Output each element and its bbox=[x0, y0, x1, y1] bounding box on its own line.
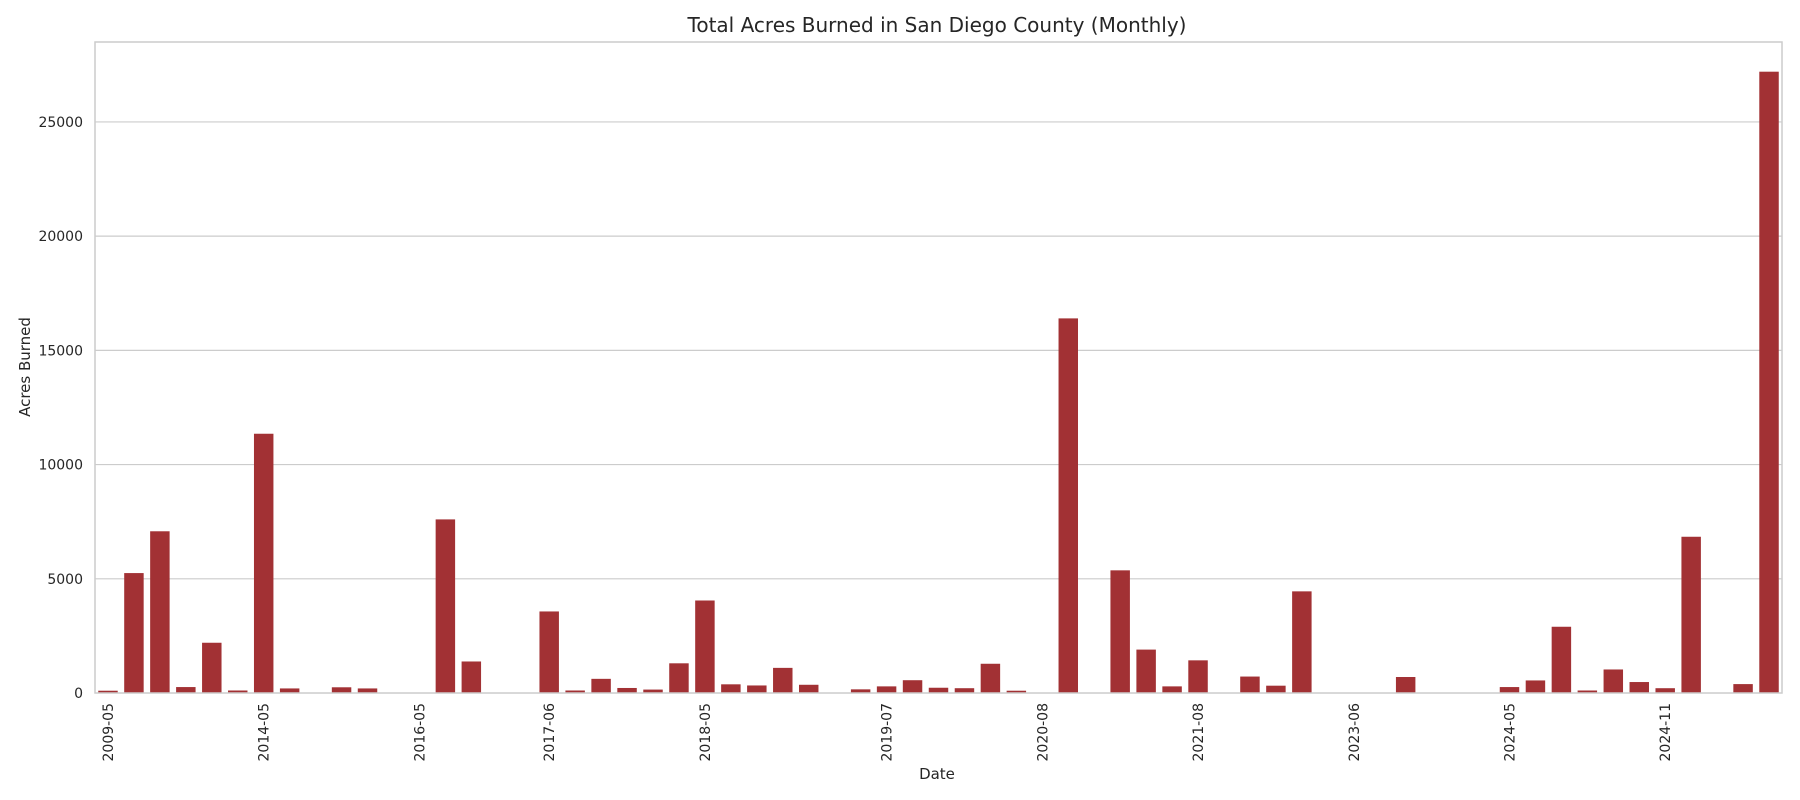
bar bbox=[876, 686, 897, 693]
y-tick-label: 20000 bbox=[38, 229, 83, 245]
bar bbox=[1499, 687, 1520, 693]
x-tick-label: 2023-06 bbox=[1347, 703, 1363, 762]
y-tick-labels: 0 5000 10000 15000 20000 25000 bbox=[38, 115, 83, 702]
x-tick-label: 2009-05 bbox=[101, 703, 117, 762]
bar bbox=[1240, 676, 1260, 693]
bar bbox=[980, 663, 1001, 693]
bar bbox=[1266, 685, 1286, 693]
x-tick-label: 2018-05 bbox=[698, 703, 714, 762]
x-tick-label: 2024-11 bbox=[1658, 703, 1674, 762]
y-tick-label: 0 bbox=[74, 686, 83, 702]
bar bbox=[1136, 649, 1156, 693]
bar bbox=[591, 678, 611, 693]
bar bbox=[1292, 591, 1312, 693]
bar bbox=[1551, 626, 1572, 693]
x-tick-label: 2017-06 bbox=[542, 703, 558, 762]
bar bbox=[773, 667, 793, 693]
bar bbox=[1525, 680, 1546, 693]
bar bbox=[539, 611, 559, 693]
bar bbox=[176, 687, 196, 693]
bar bbox=[98, 690, 118, 693]
y-axis-label: Acres Burned bbox=[16, 317, 34, 417]
y-tick-label: 25000 bbox=[38, 115, 83, 131]
bar bbox=[435, 519, 456, 693]
bar bbox=[124, 573, 144, 693]
bar bbox=[1603, 669, 1624, 693]
bar bbox=[850, 689, 871, 693]
x-tick-label: 2019-07 bbox=[880, 703, 896, 762]
bar bbox=[1395, 677, 1416, 693]
bar bbox=[1655, 688, 1675, 693]
y-tick-label: 15000 bbox=[38, 343, 83, 359]
x-tick-labels: 2009-05 2014-05 2016-05 2017-06 2018-05 2019-… bbox=[101, 703, 1674, 762]
bar bbox=[202, 642, 222, 693]
x-tick-label: 2016-05 bbox=[412, 703, 428, 762]
bars bbox=[98, 71, 1779, 693]
bar bbox=[1188, 660, 1208, 693]
x-tick-label: 2024-05 bbox=[1502, 703, 1518, 762]
bar bbox=[357, 688, 378, 693]
bar bbox=[747, 685, 767, 693]
bar bbox=[695, 600, 715, 693]
bar bbox=[150, 531, 170, 693]
plot-frame bbox=[94, 41, 1783, 694]
bar bbox=[1629, 682, 1649, 693]
bar bbox=[1006, 690, 1027, 693]
bar bbox=[669, 663, 689, 693]
bar bbox=[1759, 71, 1779, 693]
bar bbox=[928, 687, 949, 693]
bar bbox=[721, 684, 741, 693]
bar bbox=[253, 433, 274, 693]
bar bbox=[902, 680, 923, 693]
bar bbox=[954, 688, 975, 693]
bar bbox=[279, 688, 300, 693]
bar bbox=[228, 690, 248, 693]
bar bbox=[1110, 570, 1130, 693]
bar bbox=[1681, 536, 1701, 693]
x-axis-label: Date bbox=[919, 765, 955, 783]
bar bbox=[1733, 684, 1753, 693]
bar bbox=[617, 687, 637, 693]
bar bbox=[798, 684, 819, 693]
bar bbox=[1577, 690, 1598, 693]
bar bbox=[565, 690, 585, 693]
bar bbox=[643, 689, 663, 693]
x-tick-label: 2020-08 bbox=[1035, 703, 1051, 762]
y-tick-label: 5000 bbox=[47, 572, 83, 588]
y-tick-label: 10000 bbox=[38, 458, 83, 474]
bar bbox=[1162, 686, 1182, 693]
x-tick-label: 2021-08 bbox=[1191, 703, 1207, 762]
x-tick-label: 2014-05 bbox=[257, 703, 273, 762]
gridlines bbox=[95, 121, 1782, 580]
bar bbox=[1058, 318, 1079, 693]
chart-title: Total Acres Burned in San Diego County (… bbox=[687, 13, 1187, 37]
bar bbox=[331, 687, 352, 693]
bar bbox=[461, 661, 482, 693]
